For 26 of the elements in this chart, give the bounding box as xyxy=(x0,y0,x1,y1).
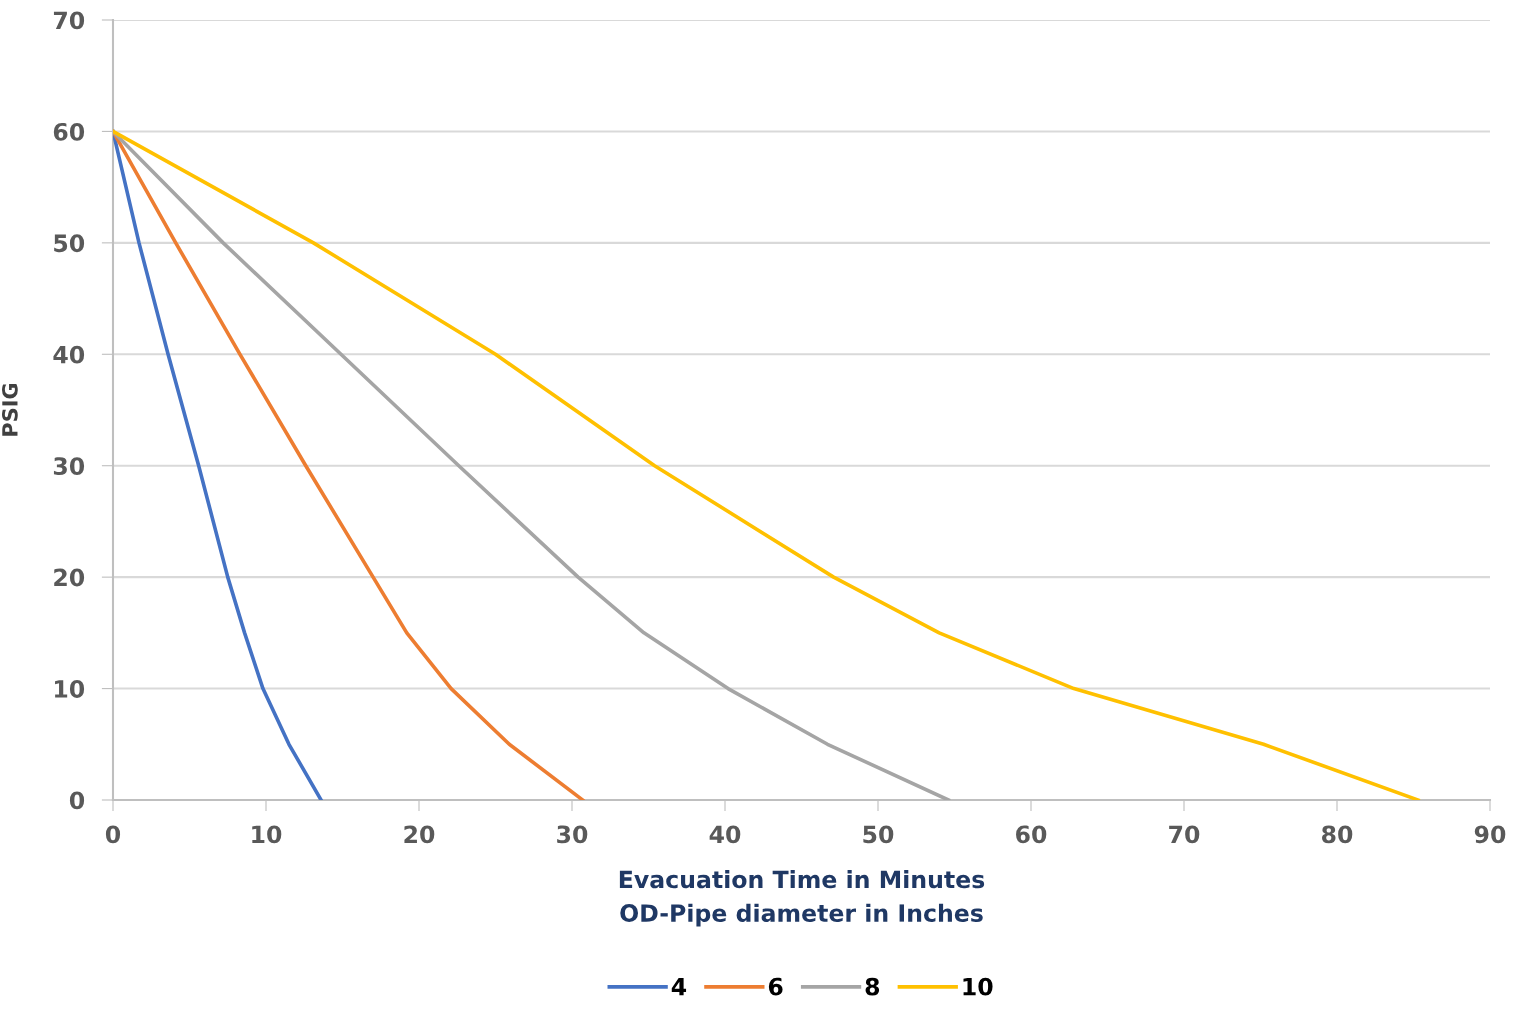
line-series xyxy=(113,129,951,800)
y-axis-title: PSIG xyxy=(2,383,18,436)
x-tick-label: 20 xyxy=(404,825,435,844)
x-tick-label: 80 xyxy=(1322,825,1353,844)
legend-label: 6 xyxy=(768,977,783,996)
y-tick-label: 30 xyxy=(53,457,85,476)
x-tick-label: 70 xyxy=(1169,825,1200,844)
y-tick-label: 10 xyxy=(55,680,85,698)
x-tick-label: 50 xyxy=(863,825,894,844)
x-tick-label: 30 xyxy=(557,825,588,844)
x-axis-title: Evacuation Time in Minutes OD-Pipe diameter in Inches xyxy=(619,870,985,927)
y-tick-label: 20 xyxy=(54,568,85,587)
y-tick-label: 60 xyxy=(53,122,85,141)
line-series xyxy=(113,129,1420,800)
legend-label: 10 xyxy=(963,977,993,996)
y-tick-label: 0 xyxy=(69,791,85,810)
y-tick-label: 50 xyxy=(54,234,85,253)
x-tick-label: 0 xyxy=(105,825,121,844)
legend-label: 8 xyxy=(865,977,880,996)
x-tick-label: 10 xyxy=(252,825,282,844)
y-tick-label: 70 xyxy=(53,11,85,30)
x-tick-label: 60 xyxy=(1016,825,1047,844)
x-tick-label: 90 xyxy=(1474,825,1506,844)
x-tick-label: 40 xyxy=(709,825,741,844)
legend-label: 4 xyxy=(671,977,687,996)
y-tick-label: 40 xyxy=(53,345,85,364)
